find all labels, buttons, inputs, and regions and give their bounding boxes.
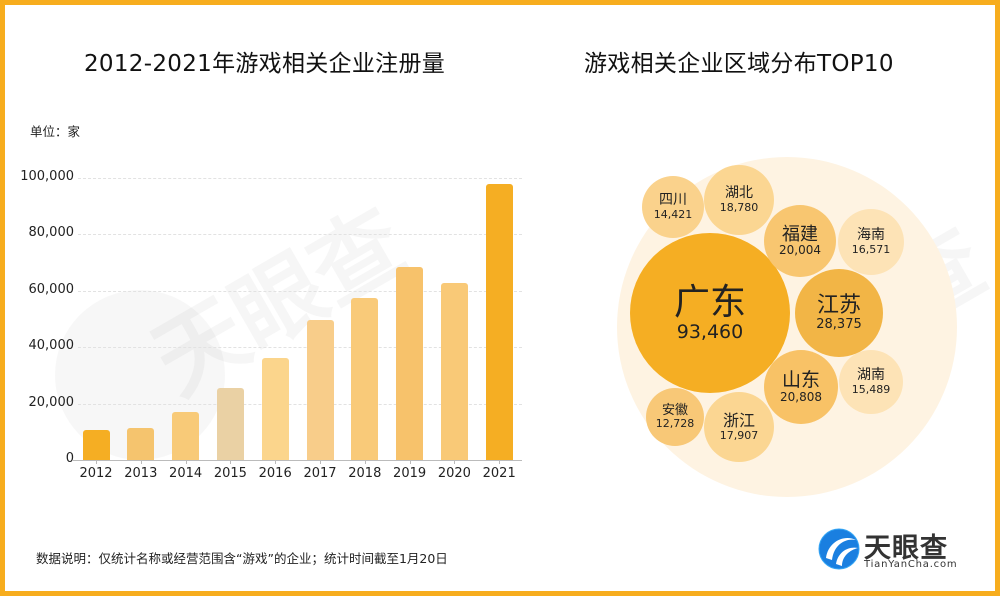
bubble-湖北: 湖北 18,780 <box>704 165 774 235</box>
bubble-value-label: 93,460 <box>676 321 744 344</box>
x-axis-tick-mark <box>364 460 366 464</box>
x-axis-tick-mark <box>140 460 142 464</box>
bar-chart-title: 2012-2021年游戏相关企业注册量 <box>84 51 446 77</box>
bubble-region-label: 海南 <box>857 227 885 244</box>
bubble-value-label: 20,808 <box>780 389 822 404</box>
bubble-value-label: 12,728 <box>655 417 695 431</box>
bubble-chart-title: 游戏相关企业区域分布TOP10 <box>584 51 894 77</box>
bubble-value-label: 18,780 <box>719 200 759 214</box>
gridline <box>78 178 522 179</box>
bubble-region-label: 湖南 <box>857 367 885 384</box>
bubble-湖南: 湖南 15,489 <box>839 350 903 414</box>
bubble-region-label: 山东 <box>781 368 820 391</box>
bubble-region-label: 广东 <box>673 281 746 323</box>
gridline <box>78 234 522 236</box>
x-axis-label: 2012 <box>79 466 113 481</box>
x-axis-tick-mark <box>96 460 97 464</box>
bubble-region-label: 湖北 <box>725 185 753 202</box>
bubble-region-label: 江苏 <box>816 292 861 318</box>
x-axis-tick-mark <box>185 460 187 464</box>
x-axis-tick-mark <box>230 460 232 464</box>
bar-2018 <box>351 298 379 460</box>
x-axis-label: 2014 <box>169 466 203 481</box>
y-axis-tick: 40,000 <box>28 338 75 354</box>
y-axis-tick: 100,000 <box>20 169 74 184</box>
x-axis-label: 2021 <box>482 466 516 481</box>
x-axis-label: 2015 <box>213 466 247 481</box>
bubble-value-label: 14,421 <box>653 207 693 221</box>
y-axis-tick: 80,000 <box>28 225 75 241</box>
bubble-region-label: 安徽 <box>661 402 688 418</box>
y-axis-tick: 60,000 <box>28 281 75 297</box>
x-axis-label: 2013 <box>124 466 158 481</box>
bar-2012 <box>82 430 110 460</box>
logo-swirl-icon <box>818 528 860 570</box>
bubble-value-label: 17,907 <box>719 428 759 442</box>
bubble-江苏: 江苏 28,375 <box>795 269 883 357</box>
bubble-value-label: 15,489 <box>851 382 891 396</box>
x-axis-label: 2019 <box>393 466 427 481</box>
y-axis-tick: 0 <box>65 451 74 466</box>
bar-2016 <box>261 357 289 460</box>
bar-2019 <box>396 267 424 460</box>
bar-2015 <box>216 388 244 460</box>
bar-2013 <box>127 428 155 460</box>
bubble-value-label: 20,004 <box>779 243 821 258</box>
bubble-山东: 山东 20,808 <box>764 350 838 424</box>
x-axis-line <box>72 460 522 461</box>
y-axis-tick: 20,000 <box>28 394 75 410</box>
bubble-安徽: 安徽 12,728 <box>646 388 704 446</box>
bubble-浙江: 浙江 17,907 <box>704 392 774 462</box>
bar-2020 <box>440 282 468 460</box>
logo-text-en: TianYanCha.com <box>864 559 958 570</box>
bubble-value-label: 16,571 <box>851 242 891 256</box>
x-axis-label: 2020 <box>437 466 471 481</box>
x-axis-label: 2016 <box>258 466 292 481</box>
x-axis-tick-mark <box>409 460 411 464</box>
x-axis-label: 2018 <box>348 466 382 481</box>
gridline <box>78 290 522 292</box>
unit-label: 单位：家 <box>30 124 81 139</box>
x-axis-label: 2017 <box>303 466 337 481</box>
bubble-region-label: 四川 <box>659 192 687 209</box>
tianyancha-logo: 天眼查 TianYanCha.com <box>818 526 968 576</box>
bar-2021 <box>485 183 513 460</box>
bubble-海南: 海南 16,571 <box>838 209 904 275</box>
bubble-region-label: 福建 <box>782 223 818 245</box>
gridline <box>78 403 522 405</box>
x-axis-tick-mark <box>454 460 456 464</box>
x-axis-tick-mark <box>275 460 277 464</box>
gridline <box>78 347 522 349</box>
bubble-四川: 四川 14,421 <box>642 176 704 238</box>
bubble-福建: 福建 20,004 <box>764 205 836 277</box>
data-note: 数据说明：仅统计名称或经营范围含“游戏”的企业；统计时间截至1月20日 <box>36 551 448 566</box>
bubble-value-label: 28,375 <box>816 316 862 332</box>
bubble-region-label: 浙江 <box>722 411 755 431</box>
logo-text-cn: 天眼查 <box>864 533 948 564</box>
x-axis-tick-mark <box>499 460 501 464</box>
x-axis-tick-mark <box>320 460 321 464</box>
bar-2017 <box>306 320 334 460</box>
bubble-广东: 广东 93,460 <box>630 233 790 393</box>
bar-2014 <box>172 412 200 460</box>
